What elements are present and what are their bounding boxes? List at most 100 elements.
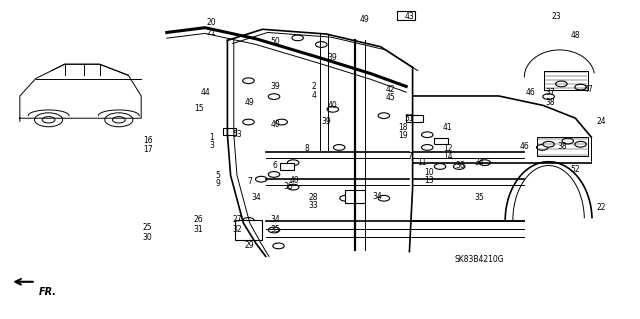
Text: 49: 49	[360, 15, 369, 24]
Text: 50: 50	[271, 38, 280, 47]
Text: 21: 21	[207, 28, 216, 37]
Circle shape	[255, 176, 267, 182]
Circle shape	[287, 160, 299, 166]
Text: 17: 17	[143, 145, 152, 154]
Circle shape	[422, 132, 433, 137]
Text: 39: 39	[321, 117, 332, 126]
Circle shape	[105, 113, 133, 127]
Text: 40: 40	[271, 120, 280, 129]
Text: 34: 34	[252, 193, 261, 202]
Bar	[223, 128, 236, 135]
Text: 2: 2	[311, 82, 316, 91]
Text: 52: 52	[571, 165, 580, 174]
Circle shape	[378, 196, 390, 201]
Circle shape	[435, 164, 446, 169]
Text: 40: 40	[289, 176, 300, 185]
Circle shape	[273, 243, 284, 249]
Text: 51: 51	[404, 114, 414, 123]
Bar	[435, 138, 449, 144]
Text: 53: 53	[232, 130, 242, 138]
Text: 32: 32	[232, 225, 242, 234]
Text: 34: 34	[271, 215, 280, 224]
Bar	[235, 220, 262, 240]
Text: 24: 24	[596, 117, 606, 126]
Text: 36: 36	[283, 182, 293, 191]
Text: 31: 31	[194, 225, 204, 234]
Text: 39: 39	[271, 82, 280, 91]
Bar	[397, 11, 415, 20]
Text: 30: 30	[143, 233, 152, 242]
Text: 13: 13	[424, 176, 433, 185]
Text: 43: 43	[404, 12, 414, 21]
Circle shape	[243, 218, 254, 223]
Bar	[280, 163, 294, 170]
Text: 34: 34	[372, 191, 382, 201]
Circle shape	[243, 119, 254, 125]
Text: 48: 48	[571, 31, 580, 40]
Text: 7: 7	[407, 152, 412, 161]
Text: 1: 1	[209, 133, 214, 142]
Circle shape	[276, 119, 287, 125]
Text: 42: 42	[385, 85, 395, 94]
Text: 14: 14	[443, 152, 452, 161]
Text: 15: 15	[194, 104, 204, 113]
Text: 5: 5	[216, 171, 220, 180]
Circle shape	[454, 164, 465, 169]
Text: 9: 9	[216, 179, 220, 188]
Text: 47: 47	[583, 85, 593, 94]
Text: 36: 36	[456, 161, 465, 170]
Circle shape	[479, 160, 490, 166]
Text: SK83B4210G: SK83B4210G	[455, 255, 504, 264]
Circle shape	[287, 184, 299, 190]
Circle shape	[543, 141, 554, 147]
Text: 25: 25	[143, 223, 152, 232]
Text: 3: 3	[209, 141, 214, 150]
Text: 16: 16	[143, 136, 152, 145]
Circle shape	[340, 196, 351, 201]
Circle shape	[243, 78, 254, 84]
Text: 8: 8	[305, 144, 310, 153]
Circle shape	[422, 145, 433, 150]
Text: 35: 35	[271, 225, 280, 234]
Circle shape	[268, 172, 280, 177]
Circle shape	[35, 113, 63, 127]
Circle shape	[536, 145, 548, 150]
Text: 23: 23	[552, 12, 561, 21]
Text: 35: 35	[475, 193, 484, 202]
Bar	[406, 115, 424, 122]
Text: 38: 38	[545, 98, 555, 107]
Text: 46: 46	[526, 88, 536, 97]
Circle shape	[575, 141, 586, 147]
Circle shape	[327, 107, 339, 112]
Circle shape	[268, 227, 280, 233]
Circle shape	[268, 94, 280, 100]
Text: 38: 38	[558, 142, 568, 151]
Bar	[345, 190, 365, 203]
Circle shape	[292, 35, 303, 41]
Text: 18: 18	[398, 123, 408, 132]
Circle shape	[42, 117, 55, 123]
Text: 29: 29	[245, 241, 255, 250]
Text: 19: 19	[398, 131, 408, 140]
Circle shape	[562, 138, 573, 144]
Text: 39: 39	[328, 53, 338, 62]
Circle shape	[316, 42, 327, 48]
Circle shape	[575, 84, 586, 90]
Text: 33: 33	[308, 201, 319, 210]
Text: 41: 41	[443, 123, 452, 132]
Text: 40: 40	[328, 101, 338, 110]
Circle shape	[378, 113, 390, 119]
Circle shape	[543, 94, 554, 100]
Text: 27: 27	[232, 215, 242, 224]
Text: 37: 37	[545, 88, 555, 97]
Text: 22: 22	[596, 203, 605, 211]
Text: FR.: FR.	[39, 287, 57, 297]
Text: 46: 46	[520, 142, 529, 151]
Text: 44: 44	[200, 88, 210, 97]
Text: 34: 34	[475, 158, 484, 167]
Text: 28: 28	[309, 193, 318, 202]
Circle shape	[333, 145, 345, 150]
Text: 4: 4	[311, 92, 316, 100]
Text: 7: 7	[247, 177, 252, 186]
Text: 20: 20	[207, 19, 216, 27]
